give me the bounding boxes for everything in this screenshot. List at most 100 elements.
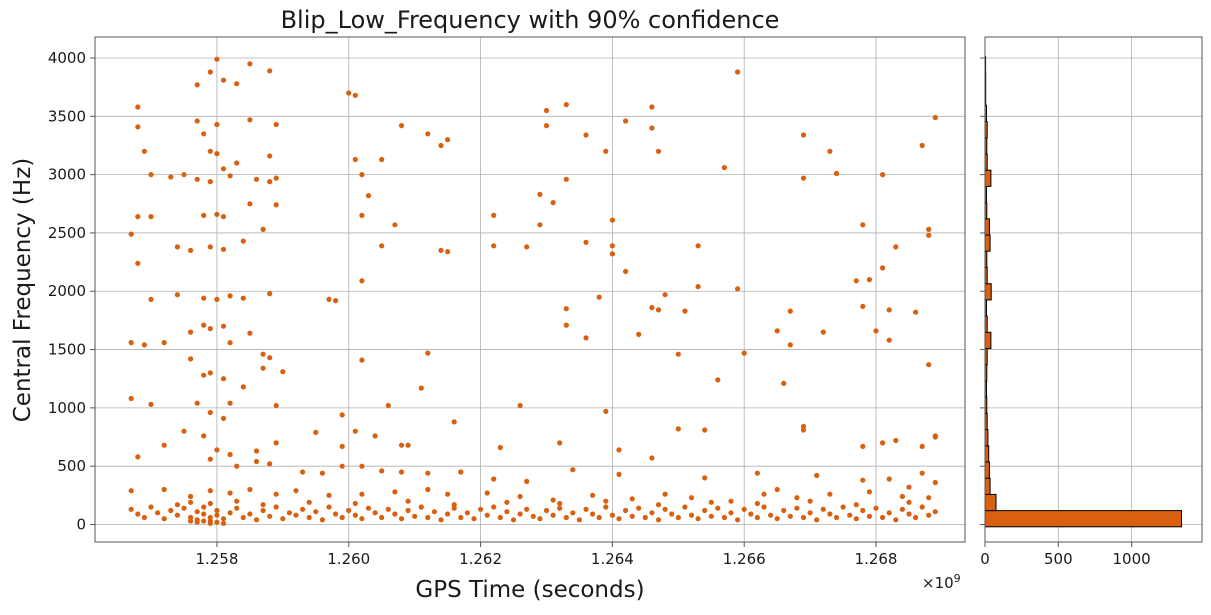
scatter-point <box>313 509 319 515</box>
scatter-point <box>207 179 213 185</box>
scatter-point <box>794 505 800 511</box>
scatter-point <box>596 514 602 521</box>
scatter-point <box>445 511 451 517</box>
scatter-point <box>267 179 273 185</box>
scatter-point <box>735 69 741 75</box>
scatter-point <box>603 498 609 504</box>
scatter-point <box>438 142 444 149</box>
scatter-point <box>715 377 721 383</box>
scatter-point <box>563 322 569 328</box>
scatter-point <box>451 419 457 425</box>
y-tick-label: 1000 <box>48 399 86 417</box>
scatter-point <box>300 506 306 512</box>
x-tick-label: 1.266 <box>723 550 766 568</box>
scatter-point <box>623 118 629 124</box>
scatter-point <box>497 514 503 521</box>
scatter-point <box>188 247 194 253</box>
scatter-point <box>445 137 451 143</box>
scatter-point <box>207 409 213 416</box>
scatter-point <box>590 511 596 517</box>
scatter-point <box>695 516 701 522</box>
scatter-point <box>385 506 391 512</box>
scatter-point <box>398 516 405 522</box>
scatter-point <box>524 244 530 250</box>
scatter-point <box>194 176 200 182</box>
scatter-point <box>359 491 365 497</box>
scatter-point <box>181 505 187 511</box>
scatter-point <box>135 214 141 220</box>
scatter-point <box>431 509 437 515</box>
scatter-point <box>214 151 220 157</box>
y-tick-label: 0 <box>76 516 86 534</box>
scatter-point <box>557 440 563 446</box>
scatter-point <box>161 442 167 448</box>
scatter-point <box>669 511 675 517</box>
scatter-point <box>438 247 444 253</box>
scatter-point <box>214 56 220 62</box>
scatter-point <box>306 514 312 521</box>
scatter-point <box>227 510 233 516</box>
scatter-point <box>774 486 780 493</box>
scatter-point <box>932 479 938 486</box>
scatter-point <box>220 246 227 252</box>
scatter-point <box>655 148 662 154</box>
scatter-point <box>926 226 932 232</box>
scatter-point <box>827 148 833 154</box>
y-ticks: 0 500 1000 1500 2000 2500 3000 3500 4000 <box>48 49 95 534</box>
scatter-point <box>398 469 405 475</box>
scatter-point <box>227 293 233 299</box>
scatter-point <box>201 504 207 510</box>
scatter-point <box>932 114 938 121</box>
scatter-point <box>253 517 260 523</box>
scatter-point <box>913 309 919 315</box>
scatter-point <box>735 286 741 292</box>
chart-title: Blip_Low_Frequency with 90% confidence <box>281 6 780 34</box>
scatter-point <box>860 477 866 483</box>
scatter-point <box>425 514 431 521</box>
scatter-point <box>866 277 873 283</box>
scatter-point <box>517 402 523 409</box>
scatter-point <box>214 507 220 514</box>
scatter-point <box>201 212 207 218</box>
y-axis-label: Central Frequency (Hz) <box>10 158 36 423</box>
scatter-point <box>524 506 530 512</box>
scatter-point <box>807 498 813 504</box>
scatter-point <box>135 511 141 517</box>
scatter-point <box>385 402 391 409</box>
scatter-point <box>708 513 714 519</box>
scatter-point <box>220 415 227 421</box>
histogram-bar <box>984 283 992 301</box>
scatter-point <box>616 516 622 522</box>
scatter-point <box>721 514 728 521</box>
scatter-point <box>306 499 312 505</box>
scatter-point <box>267 291 273 297</box>
scatter-point <box>273 121 279 128</box>
scatter-point <box>458 469 464 475</box>
scatter-point <box>636 505 642 511</box>
scatter-point <box>181 428 187 434</box>
scatter-point <box>339 514 345 521</box>
scatter-point <box>609 217 616 223</box>
scatter-point <box>649 305 655 311</box>
scatter-point <box>761 504 767 510</box>
scatter-grid <box>95 37 965 542</box>
scatter-point <box>247 61 253 67</box>
scatter-point <box>847 512 853 518</box>
scatter-point <box>451 502 457 508</box>
scatter-point <box>148 504 154 510</box>
scatter-point <box>603 504 609 510</box>
scatter-point <box>227 173 233 179</box>
scatter-point <box>326 492 332 498</box>
scatter-point <box>543 507 550 514</box>
scatter-point <box>286 510 292 516</box>
scatter-point <box>886 307 892 313</box>
scatter-point <box>412 513 418 519</box>
scatter-point <box>570 510 576 516</box>
scatter-point <box>721 165 728 171</box>
scatter-point <box>655 517 662 523</box>
scatter-point <box>346 507 352 514</box>
scatter-point <box>682 308 688 314</box>
scatter-point <box>649 455 655 461</box>
scatter-point <box>800 514 807 521</box>
